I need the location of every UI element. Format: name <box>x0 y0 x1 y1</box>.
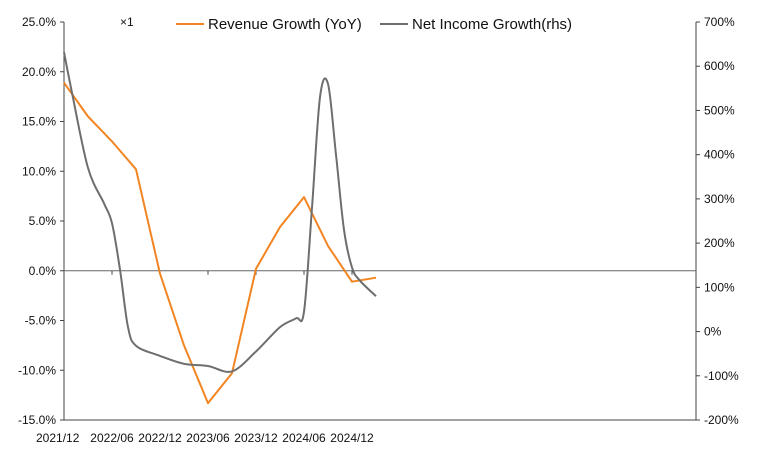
right-tick-label: 0% <box>704 325 722 339</box>
right-tick-label: 300% <box>704 192 735 206</box>
series-group <box>63 51 377 405</box>
right-tick-label: 600% <box>704 59 735 73</box>
right-tick-label: 200% <box>704 236 735 250</box>
axes: 25.0% 20.0% 15.0% 10.0% 5.0% 0.0% -5.0% -10.0% -… <box>18 15 739 445</box>
left-tick-label: 15.0% <box>22 115 56 129</box>
right-tick-label: -100% <box>704 369 739 383</box>
left-tick-label: 10.0% <box>22 164 56 178</box>
right-tick-label: -200% <box>704 413 739 427</box>
legend-label-net-income-growth: Net Income Growth(rhs) <box>412 16 572 33</box>
revenue-growth-line <box>63 82 377 405</box>
left-tick-label: 20.0% <box>22 65 56 79</box>
right-tick-label: 400% <box>704 148 735 162</box>
x-tick-label: 2022/12 <box>138 431 182 445</box>
right-tick-label: 500% <box>704 103 735 117</box>
left-tick-label: 0.0% <box>29 264 57 278</box>
left-tick-label: -15.0% <box>18 413 56 427</box>
legend-label-revenue-growth: Revenue Growth (YoY) <box>208 16 362 33</box>
right-tick-label: 100% <box>704 280 735 294</box>
x-tick-label: 2024/12 <box>330 431 374 445</box>
x-tick-label: 2023/12 <box>234 431 278 445</box>
left-tick-label: -10.0% <box>18 363 56 377</box>
x-tick-label: 2024/06 <box>282 431 326 445</box>
left-tick-label: 5.0% <box>29 214 57 228</box>
legend: Revenue Growth (YoY) Net Income Growth(rh… <box>176 16 572 33</box>
net-income-growth-line <box>63 51 377 373</box>
x-tick-label: 2021/12 <box>36 431 80 445</box>
left-tick-label: 25.0% <box>22 15 56 29</box>
x-tick-label: 2023/06 <box>186 431 230 445</box>
x-tick-label: 2022/06 <box>90 431 134 445</box>
multiplier-label: ×1 <box>120 15 134 29</box>
right-tick-label: 700% <box>704 15 735 29</box>
left-tick-label: -5.0% <box>25 314 57 328</box>
